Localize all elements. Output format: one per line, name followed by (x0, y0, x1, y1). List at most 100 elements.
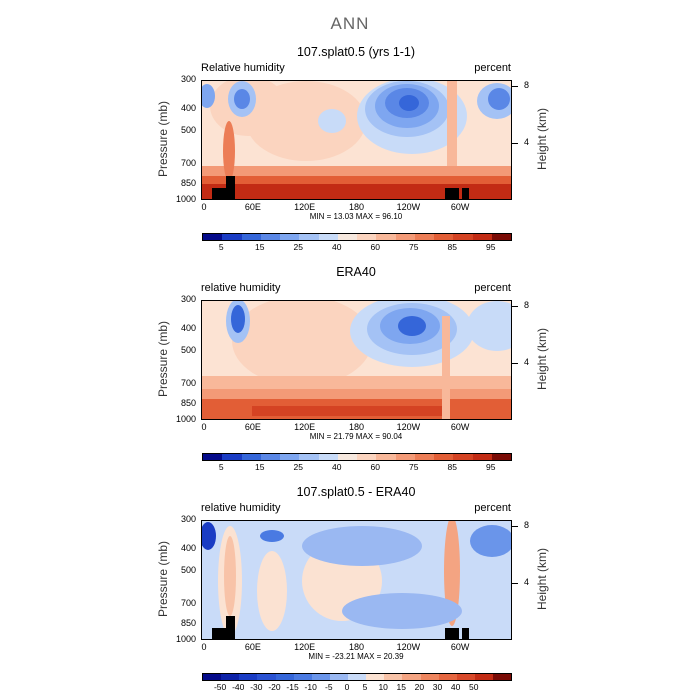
y-tick-label: 500 (180, 344, 196, 355)
y-tick-label: 300 (180, 514, 196, 524)
colorbar-tick-label: 50 (469, 682, 479, 692)
panel-title: 107.splat0.5 (yrs 1-1) (296, 45, 416, 59)
x-tick-label: 60W (450, 202, 470, 212)
panel-title: 107.splat0.5 - ERA40 (296, 485, 416, 499)
topography-mask (445, 188, 459, 199)
topography-mask (462, 628, 469, 639)
contour-plot (201, 300, 512, 420)
min-max-label: MIN = 13.03 MAX = 96.10 (309, 212, 403, 221)
colorbar-tick-label: 25 (293, 242, 303, 252)
colorbar-swatch (203, 234, 223, 240)
variable-label: relative humidity (201, 502, 281, 514)
colorbar-tick-label: 15 (255, 242, 265, 252)
colorbar-tick-label: 10 (378, 682, 388, 692)
x-tick-label: 120E (294, 422, 316, 432)
y-tick-label: 1000 (175, 634, 196, 644)
x-tick-label: 180 (348, 202, 365, 212)
unit-label: percent (474, 282, 511, 294)
unit-label: percent (474, 62, 511, 74)
colorbar-swatch (376, 454, 396, 460)
colorbar-swatch (366, 674, 385, 680)
x-tick-label: 60E (244, 422, 261, 432)
colorbar-swatch (491, 234, 511, 240)
colorbar-swatch (376, 234, 396, 240)
colorbar-swatch (414, 234, 434, 240)
colorbar-tick-label: -20 (268, 682, 281, 692)
colorbar-swatch (299, 234, 319, 240)
unit-label: percent (474, 502, 511, 514)
contour-region (318, 109, 346, 133)
colorbar-tick-label: 60 (370, 462, 380, 472)
colorbar-tick-label: 40 (332, 462, 342, 472)
contour-region (234, 89, 250, 109)
colorbar-swatch (357, 234, 377, 240)
colorbar-tick-label: 75 (409, 242, 419, 252)
x-tick-label: 180 (348, 422, 365, 432)
x-tick-label: 120W (396, 202, 421, 212)
contour-region (246, 81, 366, 161)
colorbar-swatch (337, 234, 357, 240)
colorbar-swatch (434, 234, 454, 240)
contour-region (232, 301, 372, 386)
x-tick-label: 0 (201, 642, 207, 652)
y-tick-label: 400 (180, 102, 196, 113)
colorbar-swatch (395, 234, 415, 240)
y-tick-label: 500 (180, 564, 196, 575)
contour-region (252, 406, 442, 416)
topography-mask (212, 188, 234, 199)
contour-region (224, 536, 236, 616)
y-tick-label: 1000 (175, 194, 196, 204)
colorbar-swatch (257, 674, 276, 680)
height-tick-mark (512, 143, 518, 145)
height-tick-mark (512, 526, 518, 528)
colorbar-tick-label: -40 (232, 682, 245, 692)
min-max-label: MIN = 21.79 MAX = 90.04 (309, 432, 403, 441)
topography-mask (226, 176, 235, 199)
contour-region (398, 316, 426, 336)
colorbar-swatch (275, 674, 294, 680)
contour-region (399, 95, 419, 111)
colorbar-swatch (384, 674, 403, 680)
colorbar-tick-label: -10 (304, 682, 317, 692)
colorbar-swatch (453, 234, 473, 240)
x-tick-label: 120W (396, 642, 421, 652)
variable-label: relative humidity (201, 282, 281, 294)
contour-region (231, 305, 245, 333)
contour-plot (201, 80, 512, 200)
y-axis-label-right: Height (km) (535, 548, 549, 611)
panel-1: 107.splat0.5 (yrs 1-1) Relative humidity p… (0, 45, 700, 260)
colorbar-labels: 5 15 25 40 60 75 85 95 (202, 242, 510, 254)
height-tick-mark (512, 86, 518, 88)
colorbar-tick-label: 5 (218, 462, 224, 472)
height-tick-mark (512, 306, 518, 308)
colorbar-labels: -50 -40 -30 -20 -15 -10 -5 0 5 10 15 20 30 40 50 (202, 682, 510, 694)
colorbar-tick-label: 0 (344, 682, 350, 692)
y-tick-label: 400 (180, 322, 196, 333)
contour-region (202, 184, 511, 199)
height-tick-mark (512, 363, 518, 365)
colorbar-swatch (329, 674, 348, 680)
colorbar-tick-label: -5 (325, 682, 333, 692)
colorbar-swatch (395, 454, 415, 460)
page-title: ANN (330, 14, 370, 33)
contour-region (467, 301, 511, 351)
colorbar-swatch (280, 454, 300, 460)
contour-field (202, 521, 511, 639)
contour-region (342, 593, 462, 629)
contour-field (202, 301, 511, 419)
x-tick-label: 60E (244, 202, 261, 212)
y-axis-label-right: Height (km) (535, 328, 549, 391)
colorbar-swatch (222, 234, 242, 240)
colorbar-swatch (337, 454, 357, 460)
colorbar-swatch (434, 454, 454, 460)
contour-region (202, 522, 216, 550)
contour-region (260, 530, 284, 542)
colorbar-swatch (239, 674, 258, 680)
y-tick-label: 700 (180, 158, 196, 169)
colorbar-tick-label: 30 (432, 682, 443, 692)
colorbar-swatch (299, 454, 319, 460)
colorbar-swatch (414, 454, 434, 460)
contour-region (202, 84, 215, 108)
y-tick-label: 300 (180, 74, 196, 84)
height-tick-mark (512, 583, 518, 585)
